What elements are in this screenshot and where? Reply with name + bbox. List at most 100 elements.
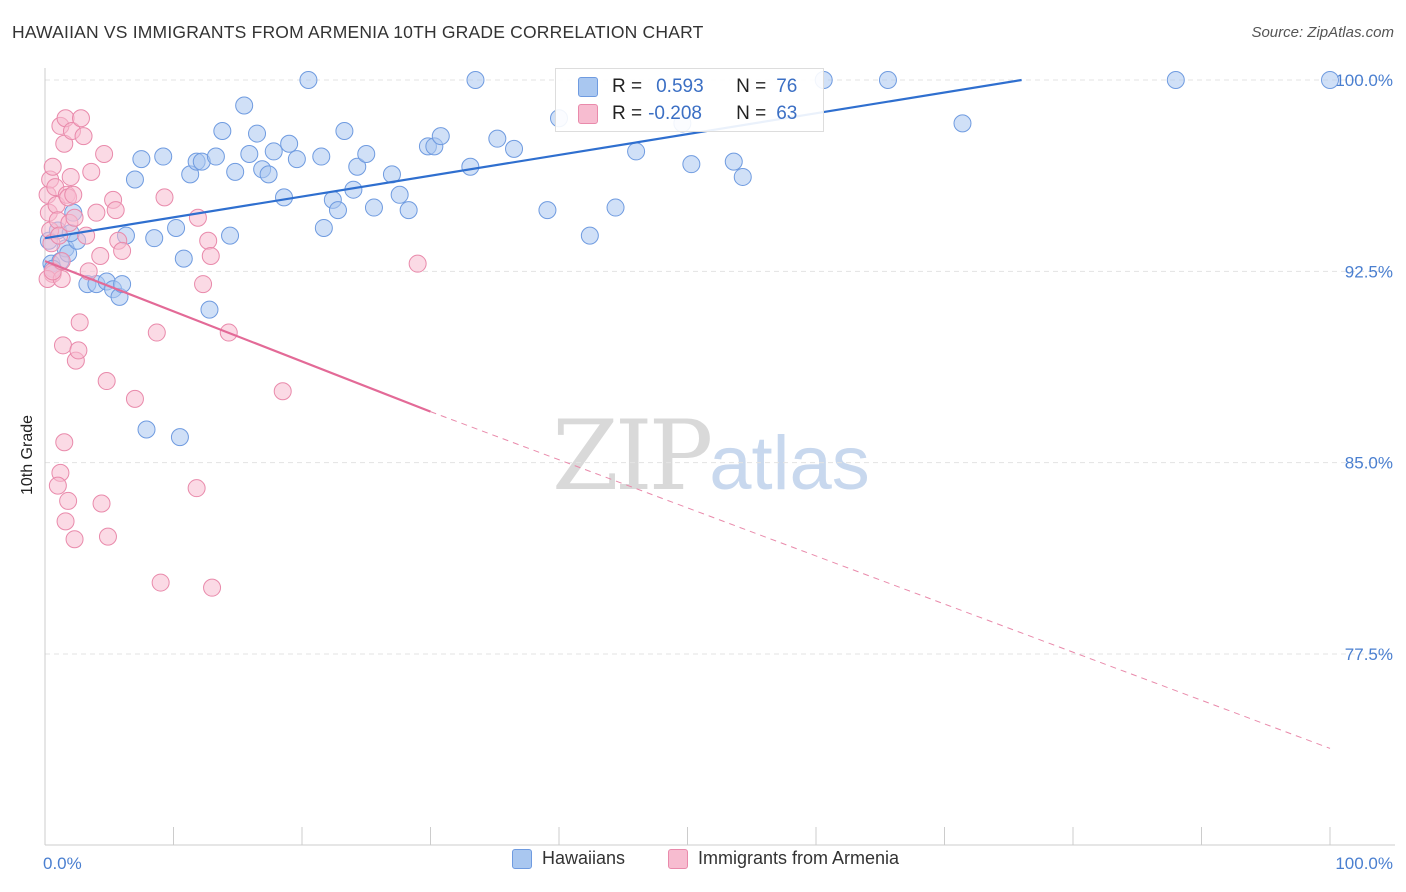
hawaiians-point — [145, 229, 164, 248]
armenia-point — [97, 372, 116, 391]
hawaiians-point — [357, 144, 376, 163]
hawaiians-point — [488, 129, 507, 148]
armenia-point — [65, 208, 84, 227]
x-tick-label: 100.0% — [1335, 854, 1393, 873]
hawaiians-point — [335, 122, 354, 141]
hawaiians-point — [137, 420, 156, 439]
hawaiians-point — [259, 165, 278, 184]
stats-swatch-armenia — [578, 104, 598, 124]
stats-n-value: 76 — [776, 76, 798, 97]
armenia-point — [106, 201, 125, 220]
watermark-zip: ZIP — [552, 400, 713, 512]
stats-row-armenia: R = -0.208 N = 63 — [578, 101, 797, 127]
hawaiians-point — [170, 428, 189, 447]
hawaiians-point — [264, 142, 283, 161]
stats-r-label: R = — [612, 76, 643, 97]
stats-row-hawaiians: R = 0.593 N = 76 — [578, 74, 797, 100]
armenia-point — [201, 247, 220, 266]
armenia-trendline — [44, 260, 431, 413]
armenia-point — [71, 109, 90, 128]
armenia-point — [147, 323, 166, 342]
legend-swatch-hawaiians — [512, 848, 532, 869]
chart-title: HAWAIIAN VS IMMIGRANTS FROM ARMENIA 10TH… — [12, 22, 704, 42]
hawaiians-point — [364, 198, 383, 217]
hawaiians-point — [580, 226, 599, 245]
stats-box: R = 0.593 N = 76 R = -0.208 N = 63 — [555, 68, 824, 132]
armenia-point — [59, 491, 78, 510]
hawaiians-point — [125, 170, 144, 189]
armenia-point — [194, 275, 213, 294]
armenia-point — [408, 254, 427, 273]
legend-item-hawaiians[interactable]: Hawaiians — [512, 848, 625, 869]
armenia-point — [98, 527, 117, 546]
hawaiians-point — [953, 114, 972, 133]
armenia-point — [203, 578, 222, 597]
stats-r-value: -0.208 — [648, 103, 702, 124]
armenia-point — [65, 530, 84, 549]
hawaiians-point — [240, 144, 259, 163]
hawaiians-point — [167, 218, 186, 237]
armenia-point — [56, 512, 75, 531]
source-credit[interactable]: Source: ZipAtlas.com — [1251, 24, 1394, 41]
hawaiians-point — [235, 96, 254, 115]
hawaiians-point — [878, 71, 897, 89]
stats-n-label: N = — [736, 103, 767, 124]
armenia-point — [61, 167, 80, 186]
hawaiians-point — [1321, 71, 1339, 89]
hawaiians-point — [206, 147, 225, 166]
hawaiians-point — [312, 147, 331, 166]
legend-label-armenia: Immigrants from Armenia — [698, 848, 900, 868]
legend: Hawaiians Immigrants from Armenia — [0, 848, 1406, 878]
y-tick-label: 92.5% — [1345, 262, 1393, 281]
hawaiians-point — [113, 275, 132, 294]
hawaiians-point — [328, 201, 347, 220]
legend-item-armenia[interactable]: Immigrants from Armenia — [668, 848, 899, 869]
armenia-point — [64, 185, 83, 204]
armenia-point — [91, 247, 110, 266]
hawaiians-point — [682, 155, 701, 174]
hawaiians-point — [1166, 71, 1185, 89]
armenia-point — [70, 313, 89, 332]
hawaiians-point — [275, 188, 294, 207]
hawaiians-point — [431, 127, 450, 146]
watermark-atlas: atlas — [709, 421, 870, 506]
hawaiians-point — [248, 124, 267, 143]
hawaiians-point — [299, 71, 318, 89]
armenia-point — [48, 476, 67, 495]
armenia-point — [95, 144, 114, 163]
hawaiians-point — [466, 71, 485, 89]
hawaiians-point — [461, 157, 480, 176]
legend-label-hawaiians: Hawaiians — [542, 848, 626, 868]
armenia-point — [87, 203, 106, 222]
hawaiians-point — [314, 218, 333, 237]
hawaiians-point — [724, 152, 743, 171]
stats-r-value: 0.593 — [656, 76, 704, 97]
stats-n-label: N = — [736, 76, 767, 97]
armenia-point — [113, 241, 132, 260]
hawaiians-point — [627, 142, 646, 161]
armenia-point — [69, 341, 88, 360]
hawaiians-point — [287, 150, 306, 169]
legend-swatch-armenia — [668, 848, 688, 869]
hawaiians-point — [200, 300, 219, 319]
hawaiians-point — [348, 157, 367, 176]
hawaiians-point — [280, 134, 299, 153]
armenia-point — [82, 162, 101, 181]
armenia-point — [55, 433, 74, 452]
hawaiians-point — [213, 122, 232, 141]
hawaiians-point — [606, 198, 625, 217]
armenia-point — [187, 479, 206, 498]
stats-n-value: 63 — [776, 103, 798, 124]
x-tick-label: 0.0% — [43, 854, 82, 873]
armenia-trendline-extension — [430, 411, 1331, 749]
hawaiians-point — [399, 201, 418, 220]
armenia-point — [92, 494, 111, 513]
hawaiians-point — [154, 147, 173, 166]
hawaiians-point — [226, 162, 245, 181]
watermark: ZIPatlas — [552, 400, 870, 512]
hawaiians-trendline — [44, 78, 1022, 240]
stats-r-label: R = — [612, 103, 643, 124]
armenia-point — [74, 127, 93, 146]
stats-swatch-hawaiians — [578, 77, 598, 97]
